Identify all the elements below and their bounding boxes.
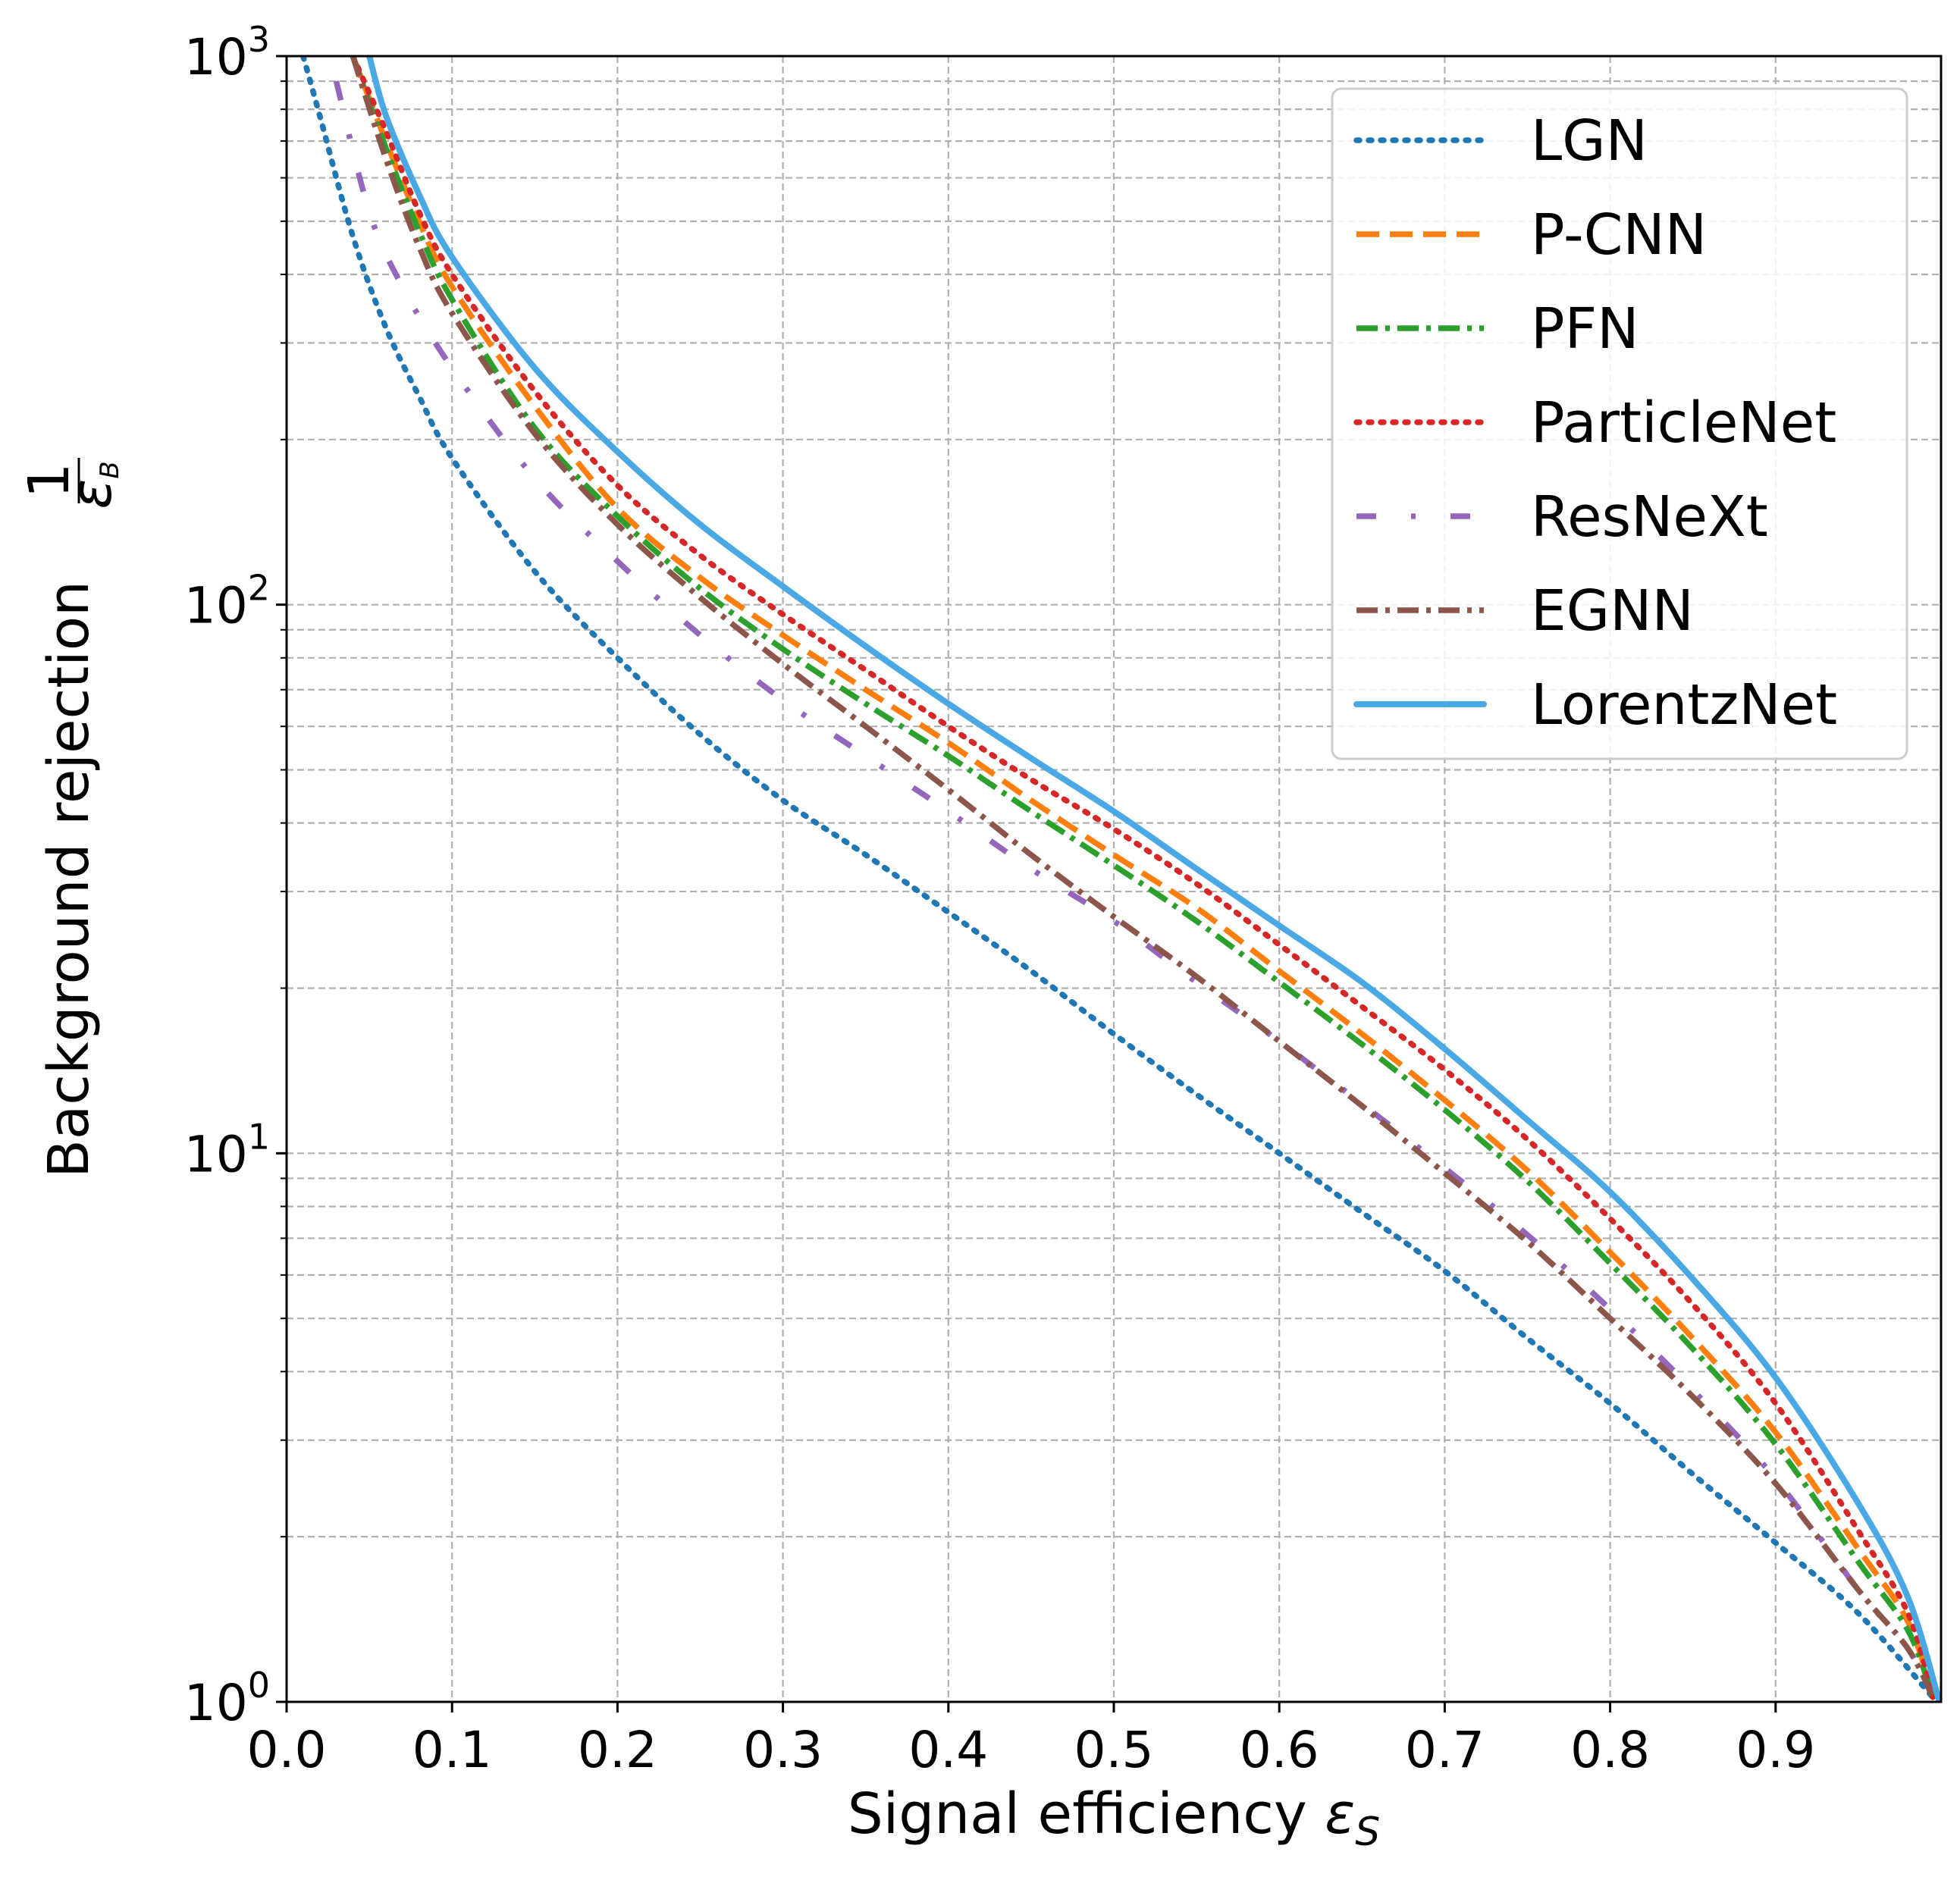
- legend-label: PFN: [1531, 296, 1639, 362]
- y-tick-label: 103: [184, 19, 270, 86]
- y-tick-label: 102: [184, 568, 270, 635]
- x-tick-label: 0.9: [1736, 1721, 1815, 1779]
- y-axis-label-fraction: 1 εB: [17, 458, 125, 509]
- x-tick-label: 0.2: [578, 1721, 657, 1779]
- series-line-resnext: [333, 80, 1936, 1699]
- series-line-lgn: [300, 56, 1936, 1700]
- x-tick-label: 0.4: [908, 1721, 988, 1779]
- x-tick-label: 0.7: [1405, 1721, 1485, 1779]
- legend-label: LorentzNet: [1531, 672, 1837, 738]
- legend: LGN P-CNN PFN ParticleNet ResNeXt EGNN Lorentz…: [1331, 87, 1908, 760]
- series-line-pfn: [350, 56, 1936, 1699]
- series-lines: [300, 56, 1941, 1702]
- y-tick-label: 100: [184, 1665, 270, 1732]
- y-tick-label: 101: [184, 1116, 270, 1183]
- legend-label: EGNN: [1531, 578, 1694, 644]
- y-fraction-denominator: εB: [59, 461, 125, 509]
- y-axis-label-text: Background rejection: [36, 581, 102, 1178]
- y-axis-label: Background rejection: [36, 581, 102, 1178]
- legend-label: ParticleNet: [1531, 390, 1836, 456]
- x-tick-label: 0.8: [1570, 1721, 1650, 1779]
- series-line-p-cnn: [350, 56, 1936, 1698]
- legend-label: LGN: [1531, 108, 1648, 174]
- series-line-lorentznet: [366, 56, 1941, 1702]
- legend-box: [1331, 87, 1908, 760]
- legend-label: P-CNN: [1531, 202, 1707, 268]
- x-tick-label: 0.5: [1074, 1721, 1154, 1779]
- x-tick-label: 0.6: [1240, 1721, 1319, 1779]
- series-line-particlenet: [350, 56, 1936, 1700]
- legend-label: ResNeXt: [1531, 484, 1768, 550]
- y-fraction-numerator: 1: [17, 462, 82, 498]
- x-axis-label: Signal efficiency εS: [848, 1781, 1381, 1855]
- x-tick-label: 0.3: [743, 1721, 823, 1779]
- axis-ticks: 0.0 0.1 0.2 0.3 0.4 0.5 0.6 0.7 0.8 0.9 100 101 102 1…: [184, 19, 1816, 1779]
- x-tick-label: 0.0: [247, 1721, 327, 1779]
- x-tick-label: 0.1: [412, 1721, 492, 1779]
- series-line-egnn: [350, 56, 1936, 1699]
